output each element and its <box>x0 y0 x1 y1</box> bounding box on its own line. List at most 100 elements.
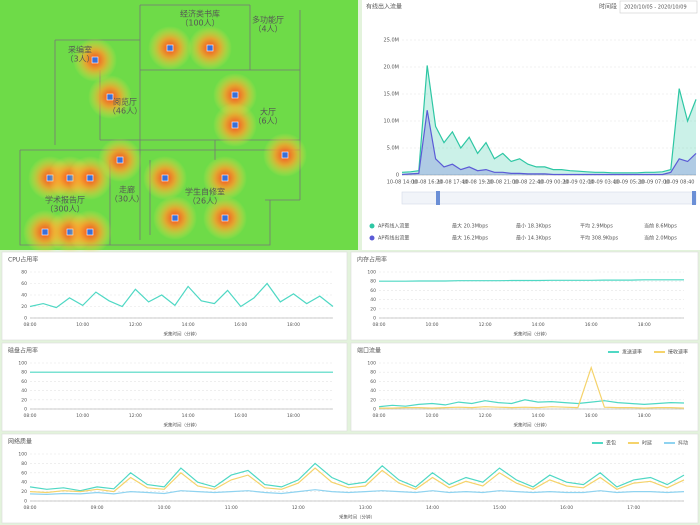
legend-stat: 最大 20.3Mbps <box>452 223 488 230</box>
x-tick-label: 10-08 22:40 <box>513 180 544 186</box>
y-tick-label: 25.0M <box>384 38 399 44</box>
range-box[interactable] <box>619 0 698 14</box>
y-tick-label: 40 <box>21 480 27 486</box>
legend-label: AP有线入流量 <box>378 223 409 230</box>
room-count: （4人） <box>253 25 282 34</box>
x-tick-label: 14:00 <box>532 413 545 419</box>
x-tick-label: 17:00 <box>627 505 640 511</box>
x-axis-title: 采集时间（分钟） <box>514 422 550 429</box>
x-tick-label: 18:00 <box>287 322 300 328</box>
ap-icon <box>116 156 124 164</box>
ap-icon <box>231 121 239 129</box>
x-tick-label: 16:00 <box>585 413 598 419</box>
room-name: 采编室 <box>68 45 92 55</box>
legend-label: 丢包 <box>606 440 616 447</box>
legend-stat: 当前 8.6Mbps <box>644 223 677 230</box>
x-tick-label: 12:00 <box>479 322 492 328</box>
y-tick-label: 5.0M <box>387 146 399 152</box>
series-area <box>402 110 696 175</box>
ap-icon <box>231 91 239 99</box>
y-tick-label: 0 <box>24 499 27 505</box>
panel-title: 端口流量 <box>357 347 381 355</box>
room-count: （30人） <box>110 195 144 204</box>
room-name: 学生自修室 <box>185 187 225 197</box>
x-tick-label: 08:00 <box>24 505 37 511</box>
ap-icon <box>221 214 229 222</box>
y-tick-label: 20.0M <box>384 65 399 71</box>
room-name: 多功能厅 <box>252 15 284 25</box>
y-tick-label: 20 <box>21 489 27 495</box>
x-tick-label: 18:00 <box>638 413 651 419</box>
panel <box>350 251 699 341</box>
series-area <box>402 65 696 175</box>
legend-stat: 平均 2.9Mbps <box>580 223 613 230</box>
x-tick-label: 16:00 <box>560 505 573 511</box>
x-tick-label: 11:00 <box>225 505 238 511</box>
ap-icon <box>86 228 94 236</box>
room-count: （6人） <box>253 117 282 126</box>
x-tick-label: 14:00 <box>532 322 545 328</box>
x-tick-label: 15:00 <box>493 505 506 511</box>
x-tick-label: 12:00 <box>292 505 305 511</box>
x-tick-label: 10-09 08:40 <box>664 180 695 186</box>
x-tick-label: 10-08 21:00 <box>488 180 519 186</box>
heatmap: 经济类书库（100人） 多功能厅（4人） 采编室（3人） 阅览厅（46人） 大厅（6人）… <box>0 0 358 254</box>
y-tick-label: 15.0M <box>384 92 399 98</box>
legend-stat: 最小 18.3Kbps <box>516 223 551 230</box>
series-line <box>401 65 697 174</box>
legend-stat: 最小 14.3Kbps <box>516 235 551 242</box>
y-tick-label: 0 <box>373 407 376 413</box>
y-tick-label: 20 <box>370 397 376 403</box>
panel-title: 有线出入流量 <box>366 3 402 11</box>
panel-title: CPU占用率 <box>8 256 38 264</box>
y-tick-label: 40 <box>21 293 27 299</box>
y-tick-label: 100 <box>18 452 27 458</box>
ap-icon <box>281 151 289 159</box>
ap-icon <box>171 214 179 222</box>
x-tick-label: 16:00 <box>585 322 598 328</box>
ap-icon <box>41 228 49 236</box>
x-tick-label: 10-08 17:40 <box>437 180 468 186</box>
series-line <box>29 282 334 309</box>
x-tick-label: 12:00 <box>129 413 142 419</box>
ap-icon <box>161 174 169 182</box>
x-tick-label: 08:00 <box>24 322 37 328</box>
x-tick-label: 08:00 <box>373 413 386 419</box>
legend-label: 抖动 <box>678 440 688 447</box>
x-tick-label: 10-09 05:20 <box>614 180 645 186</box>
room-count: （3人） <box>65 55 94 64</box>
y-tick-label: 20 <box>21 304 27 310</box>
x-tick-label: 10-09 07:00 <box>639 180 670 186</box>
x-tick-label: 10-09 00:20 <box>538 180 569 186</box>
ap-icon <box>166 44 174 52</box>
ap-icon <box>206 44 214 52</box>
room-name: 走廊 <box>119 185 135 195</box>
x-axis-title: 采集时间（分钟） <box>514 331 550 338</box>
x-tick-label: 12:00 <box>479 413 492 419</box>
traffic-panel <box>362 0 700 250</box>
y-tick-label: 40 <box>370 297 376 303</box>
x-tick-label: 12:00 <box>129 322 142 328</box>
series-line <box>29 462 685 492</box>
zoom-handle[interactable] <box>692 191 696 205</box>
y-tick-label: 60 <box>21 281 27 287</box>
y-tick-label: 100 <box>367 361 376 367</box>
panel <box>1 342 348 432</box>
legend-label: 接收速率 <box>668 349 688 356</box>
legend-label: AP有线出流量 <box>378 235 409 242</box>
x-axis-title: 采集时间（分钟） <box>339 514 375 521</box>
x-tick-label: 10:00 <box>158 505 171 511</box>
zoom-handle[interactable] <box>436 191 440 205</box>
room-name: 阅览厅 <box>113 97 137 107</box>
y-tick-label: 60 <box>370 288 376 294</box>
x-tick-label: 10-08 16:20 <box>412 180 443 186</box>
y-tick-label: 80 <box>21 370 27 376</box>
room-count: （300人） <box>45 205 84 214</box>
series-line <box>29 467 685 494</box>
x-tick-label: 10:00 <box>76 413 89 419</box>
ap-icon <box>221 174 229 182</box>
panel-title: 网络质量 <box>8 438 32 446</box>
y-tick-label: 60 <box>21 470 27 476</box>
x-tick-label: 10-08 14:00 <box>387 180 418 186</box>
